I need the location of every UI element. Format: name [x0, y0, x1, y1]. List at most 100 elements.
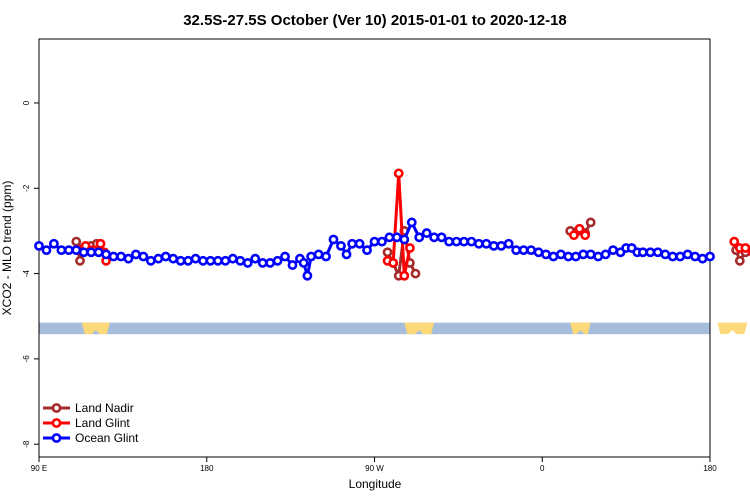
- y-tick-label-1: -2: [22, 184, 31, 192]
- data-point-2-0-61: [473, 238, 484, 249]
- data-point-2-0-92: [697, 253, 708, 264]
- data-point-2-0-33: [280, 251, 290, 262]
- data-point-2-0-68: [526, 245, 536, 256]
- data-point-2-0-79: [608, 245, 618, 256]
- data-point-2-0-89: [675, 251, 686, 262]
- data-point-0-1-0: [382, 247, 393, 258]
- legend-marker-2: [51, 433, 62, 443]
- data-point-2-0-28: [242, 258, 253, 268]
- data-point-0-1-5: [410, 268, 421, 279]
- data-point-1-2-1: [574, 223, 585, 234]
- data-point-2-0-2: [49, 238, 59, 249]
- data-point-2-0-71: [548, 251, 559, 262]
- land-band-segment-2: [570, 322, 591, 335]
- data-point-2-0-60: [466, 236, 477, 247]
- data-point-2-0-23: [205, 255, 216, 266]
- data-point-2-0-20: [183, 255, 194, 266]
- legend-label-2: Ocean Glint: [75, 431, 139, 445]
- data-point-1-0-3: [95, 238, 106, 249]
- data-point-2-0-55: [429, 232, 440, 243]
- data-point-2-0-49: [384, 232, 395, 243]
- data-point-2-0-5: [71, 245, 82, 256]
- data-point-1-3-0: [729, 236, 740, 247]
- data-point-2-0-76: [585, 249, 596, 260]
- land-band-segment-0: [81, 322, 110, 335]
- data-point-0-0-0: [71, 236, 82, 247]
- surface-band: [39, 322, 748, 335]
- data-point-2-0-29: [250, 253, 261, 264]
- data-point-2-0-40: [321, 251, 331, 262]
- y-tick-label-3: -6: [22, 355, 31, 363]
- data-point-2-0-31: [265, 258, 276, 268]
- data-point-2-0-13: [131, 249, 141, 260]
- land-band-segment-1: [404, 322, 435, 335]
- y-tick-label-0: 0: [22, 100, 31, 105]
- data-point-2-0-88: [667, 251, 678, 262]
- legend-label-0: Land Nadir: [75, 401, 134, 415]
- data-point-2-0-16: [153, 253, 164, 264]
- data-point-2-0-90: [682, 249, 693, 260]
- legend-marker-1: [51, 418, 62, 428]
- data-point-2-0-77: [593, 251, 604, 262]
- data-point-2-0-27: [235, 255, 246, 266]
- data-point-1-2-2: [580, 230, 591, 241]
- x-tick-label-3: 0: [540, 464, 545, 473]
- x-axis: 90 E 180 90 W 0 180: [31, 457, 717, 473]
- data-point-2-0-69: [533, 247, 544, 258]
- data-point-2-0-87: [660, 249, 671, 260]
- data-point-2-0-75: [578, 249, 589, 260]
- data-point-2-0-50: [391, 232, 402, 243]
- data-point-2-0-56: [436, 232, 447, 243]
- data-point-0-3-1: [734, 255, 745, 266]
- data-point-2-0-73: [563, 251, 574, 262]
- land-band-segment-3: [717, 322, 748, 335]
- series-layer: [34, 168, 750, 281]
- data-point-2-0-32: [272, 255, 283, 266]
- data-point-2-0-57: [444, 236, 454, 247]
- data-point-2-0-63: [488, 240, 499, 251]
- legend-label-1: Land Glint: [75, 416, 130, 430]
- data-point-1-2-0: [569, 230, 579, 241]
- y-axis-label: XCO2 - MLO trend (ppm): [0, 181, 14, 316]
- data-point-2-0-54: [421, 228, 432, 238]
- series-ocean-glint: [34, 217, 715, 281]
- data-point-2-0-84: [638, 247, 648, 258]
- chart-title: 32.5S-27.5S October (Ver 10) 2015-01-01 …: [183, 12, 567, 29]
- data-point-2-0-70: [541, 249, 551, 260]
- data-point-2-0-7: [86, 247, 97, 258]
- x-tick-label-0: 90 E: [31, 464, 47, 473]
- data-point-2-0-58: [451, 236, 462, 247]
- data-point-2-0-37: [302, 270, 313, 281]
- data-point-2-0-86: [652, 247, 663, 258]
- data-point-2-0-42: [336, 240, 346, 251]
- data-point-2-0-39: [313, 249, 324, 260]
- data-point-2-0-17: [160, 251, 171, 262]
- data-point-2-0-30: [257, 258, 268, 268]
- data-point-2-0-74: [570, 251, 581, 262]
- y-axis: 0 -2 -4 -6 -8: [22, 100, 39, 448]
- data-point-2-0-91: [690, 251, 700, 262]
- data-point-2-0-45: [354, 238, 365, 249]
- data-point-0-2-3: [585, 217, 596, 228]
- data-point-2-0-43: [341, 249, 352, 260]
- data-point-2-0-52: [406, 217, 417, 228]
- data-point-2-0-3: [56, 245, 67, 256]
- data-point-2-0-53: [414, 232, 425, 243]
- data-point-0-0-1: [75, 255, 85, 266]
- data-point-2-0-48: [377, 236, 387, 247]
- data-point-2-0-1: [41, 245, 52, 256]
- data-point-2-0-36: [298, 258, 309, 268]
- data-point-2-0-59: [459, 236, 469, 247]
- data-point-2-0-18: [168, 253, 179, 264]
- data-point-2-0-65: [503, 238, 514, 249]
- data-point-2-0-22: [198, 255, 208, 266]
- data-point-2-0-0: [34, 240, 44, 251]
- data-point-2-0-66: [511, 245, 522, 256]
- legend-marker-0: [51, 403, 62, 413]
- data-point-2-0-41: [328, 234, 339, 245]
- data-point-2-0-25: [220, 255, 231, 266]
- x-tick-label-1: 180: [200, 464, 214, 473]
- data-point-2-0-67: [518, 245, 529, 256]
